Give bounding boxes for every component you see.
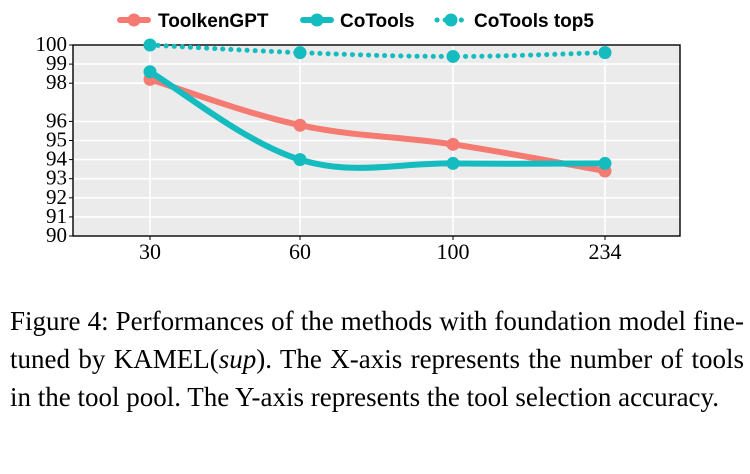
legend-swatch-marker [127,13,141,27]
x-tick-label: 234 [589,239,622,264]
data-point-cotools-top5 [598,46,612,60]
legend-item-cotools: CoTools [300,11,415,32]
caption-text-end: ). The X-axis represents the number of t… [10,344,744,412]
legend-swatch-marker [444,13,458,27]
y-tick-label: 96 [46,108,67,132]
data-point-toolkengpt [293,118,307,132]
y-tick-label: 92 [46,185,67,209]
data-point-cotools-top5 [293,46,307,60]
y-tick-label: 99 [46,51,67,75]
y-tick-label: 90 [46,223,67,247]
series-lines [143,38,612,178]
data-point-cotools-top5 [446,49,460,63]
legend-label: CoTools [340,11,415,32]
legend-item-toolkengpt: ToolkenGPT [117,11,269,32]
y-tick-label: 91 [46,204,67,228]
data-point-cotools [293,153,307,167]
y-tick-label: 100 [36,32,68,56]
x-tick-label: 100 [437,239,470,264]
plot-border [72,44,681,237]
data-point-toolkengpt [446,137,460,151]
caption-text-start: Figure 4: Performances of the methods wi… [10,306,744,374]
legend-label: ToolkenGPT [158,11,269,32]
legend-label: CoTools top5 [474,11,594,32]
legend: ToolkenGPT CoTools CoTools top5 [117,11,594,32]
data-point-cotools [446,156,460,170]
data-point-cotools-top5 [143,38,157,52]
y-tick-label: 93 [46,166,67,190]
series-line-toolkengpt [147,76,608,175]
series-line-cotools [147,68,608,171]
legend-swatch-marker [310,13,324,27]
legend-item-cotools-top5: CoTools top5 [434,11,594,32]
x-tick-label: 30 [139,239,161,264]
data-point-cotools [598,156,612,170]
y-tick-label: 94 [46,147,68,171]
figure-caption: Figure 4: Performances of the methods wi… [10,302,744,416]
y-tick-label: 98 [46,70,67,94]
y-tick-label: 95 [46,128,67,152]
caption-italic-sup: sup [218,344,257,374]
series-line-cotools-top5 [147,42,608,59]
x-tick-label: 60 [289,239,311,264]
data-point-cotools [143,65,157,79]
